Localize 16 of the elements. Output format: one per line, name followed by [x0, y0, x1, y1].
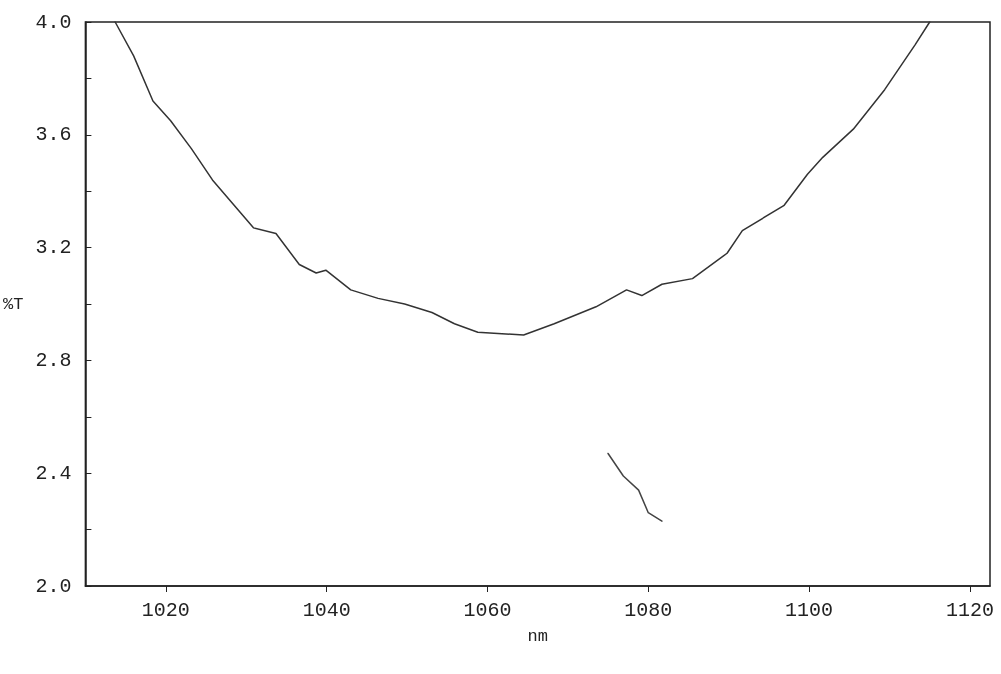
y-tick-label: 2.8 — [35, 348, 72, 372]
x-tick-label: 1060 — [463, 598, 512, 622]
y-tick-label: 4.0 — [35, 10, 72, 34]
y-axis-title: %T — [3, 294, 24, 314]
x-tick-label: 1120 — [945, 598, 994, 622]
x-tick-label: 1020 — [141, 598, 190, 622]
y-tick-label: 2.4 — [35, 461, 72, 485]
x-tick-label: 1080 — [624, 598, 673, 622]
line-series — [607, 452, 663, 522]
x-tick-label: 1040 — [302, 598, 351, 622]
x-tick-label: 1100 — [785, 598, 834, 622]
line-series — [114, 21, 931, 336]
x-axis-title: nm — [527, 627, 548, 646]
y-tick-label: 2.0 — [35, 574, 72, 598]
y-tick-label: 3.6 — [35, 123, 72, 147]
y-tick-label: 3.2 — [35, 236, 72, 260]
